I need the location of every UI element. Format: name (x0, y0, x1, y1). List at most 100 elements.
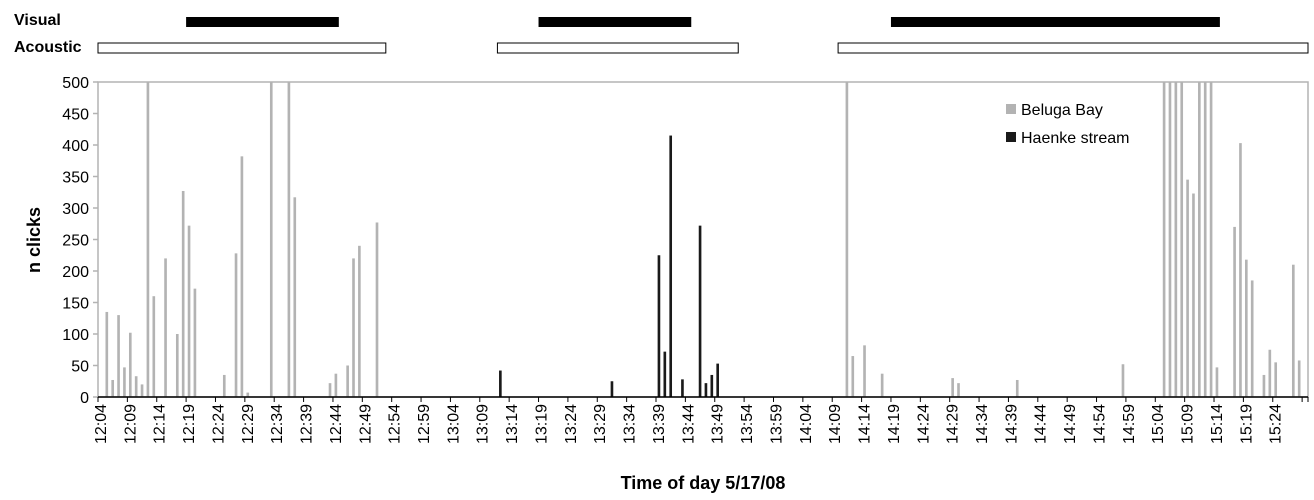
bar-beluga-bay (105, 311, 109, 397)
bar-beluga-bay (328, 383, 332, 397)
y-axis: 0 50 100 150 200 250 300 350 400 450 500 (62, 75, 98, 407)
y-tick-label: 50 (71, 359, 89, 376)
bar-beluga-bay (140, 384, 144, 397)
bar-beluga-bay (181, 190, 185, 397)
y-tick-label: 350 (62, 170, 89, 187)
bar-beluga-bay (1233, 226, 1236, 397)
bar-beluga-bay (146, 82, 150, 397)
y-tick-label: 150 (62, 296, 89, 313)
x-tick-label: 12:19 (181, 404, 198, 444)
y-tick-label: 100 (62, 327, 89, 344)
bar-beluga-bay (334, 373, 338, 397)
x-tick-label: 13:49 (710, 404, 727, 444)
bar-beluga-bay (951, 378, 954, 397)
bar-beluga-bay (1015, 379, 1019, 397)
acoustic-row-label: Acoustic (14, 39, 82, 56)
bar-haenke-stream (499, 370, 502, 397)
legend-swatch-beluga-bay (1006, 104, 1016, 114)
legend-label-haenke-stream: Haenke stream (1021, 130, 1130, 147)
bar-beluga-bay (1215, 367, 1219, 397)
visual-segment (538, 17, 692, 27)
bar-beluga-bay (352, 258, 355, 397)
bar-beluga-bay (1274, 362, 1278, 397)
bar-beluga-bay (880, 373, 884, 397)
acoustic-segment (496, 42, 739, 54)
bar-beluga-bay (1121, 364, 1125, 397)
bar-beluga-bay (1297, 360, 1301, 397)
bar-haenke-stream (710, 374, 714, 397)
x-tick-label: 14:04 (798, 404, 815, 444)
visual-row-label: Visual (14, 12, 61, 29)
x-tick-label: 13:59 (768, 404, 785, 444)
bar-haenke-stream (657, 255, 661, 397)
y-axis-title: n clicks (24, 207, 44, 273)
x-tick-label: 15:19 (1238, 404, 1255, 444)
bar-beluga-bay (117, 315, 120, 397)
x-tick-label: 15:24 (1268, 404, 1285, 444)
bar-haenke-stream (681, 379, 684, 397)
x-tick-label: 14:24 (915, 404, 932, 444)
x-tick-label: 13:14 (504, 404, 521, 444)
y-tick-label: 200 (62, 264, 89, 281)
x-tick-label: 15:09 (1180, 404, 1197, 444)
x-tick-label: 14:59 (1121, 404, 1138, 444)
bar-beluga-bay (1239, 143, 1242, 397)
bar-beluga-bay (851, 356, 855, 397)
x-tick-label: 12:29 (240, 404, 257, 444)
bar-beluga-bay (222, 374, 226, 397)
bar-beluga-bay (175, 334, 179, 397)
bar-haenke-stream (663, 351, 667, 397)
bar-haenke-stream (610, 381, 614, 397)
x-tick-label: 12:24 (210, 404, 227, 444)
x-tick-label: 13:54 (739, 404, 756, 444)
bar-beluga-bay (134, 376, 138, 397)
bar-series (105, 82, 1301, 398)
x-tick-label: 12:59 (416, 404, 433, 444)
bar-beluga-bay (128, 332, 132, 397)
bar-beluga-bay (123, 367, 126, 397)
x-tick-label: 12:04 (93, 404, 110, 444)
bar-beluga-bay (863, 345, 866, 397)
y-tick-label: 300 (62, 201, 89, 218)
x-tick-label: 15:14 (1209, 404, 1226, 444)
x-tick-label: 14:44 (1033, 404, 1050, 444)
bar-beluga-bay (346, 365, 349, 397)
bar-haenke-stream (716, 363, 720, 397)
x-tick-label: 12:14 (152, 404, 169, 444)
bar-beluga-bay (1198, 82, 1201, 397)
x-tick-label: 14:39 (1003, 404, 1020, 444)
x-tick-label: 13:04 (445, 404, 462, 444)
legend: Beluga Bay Haenke stream (1006, 102, 1130, 147)
x-tick-label: 15:04 (1150, 404, 1167, 444)
x-tick-label: 12:09 (122, 404, 139, 444)
bar-beluga-bay (1168, 82, 1172, 397)
x-tick-label: 14:14 (857, 404, 874, 444)
bar-beluga-bay (1203, 82, 1207, 397)
bar-beluga-bay (1245, 259, 1248, 397)
bar-beluga-bay (111, 379, 115, 397)
bar-beluga-bay (287, 82, 291, 397)
bar-beluga-bay (358, 245, 361, 397)
bar-beluga-bay (845, 82, 849, 397)
x-tick-label: 12:44 (328, 404, 345, 444)
x-tick-label: 13:24 (563, 404, 580, 444)
bar-haenke-stream (669, 135, 673, 398)
legend-swatch-haenke-stream (1006, 132, 1016, 142)
visual-segment (890, 17, 1220, 27)
bar-beluga-bay (240, 156, 244, 397)
y-tick-label: 250 (62, 233, 89, 250)
x-tick-label: 13:09 (475, 404, 492, 444)
x-tick-label: 14:19 (886, 404, 903, 444)
acoustic-segment (837, 42, 1309, 54)
x-axis-title: Time of day 5/17/08 (621, 473, 786, 493)
bar-beluga-bay (152, 296, 156, 397)
bar-beluga-bay (1250, 280, 1254, 397)
x-tick-label: 12:39 (299, 404, 316, 444)
x-tick-label: 12:34 (269, 404, 286, 444)
x-tick-label: 14:54 (1091, 404, 1108, 444)
bar-beluga-bay (1186, 179, 1189, 397)
acoustic-segment (97, 42, 387, 54)
x-axis: 12:04 12:09 12:14 12:19 12:24 12:29 12:34 12:39… (93, 397, 1309, 444)
x-tick-label: 14:49 (1062, 404, 1079, 444)
x-tick-label: 13:19 (533, 404, 550, 444)
